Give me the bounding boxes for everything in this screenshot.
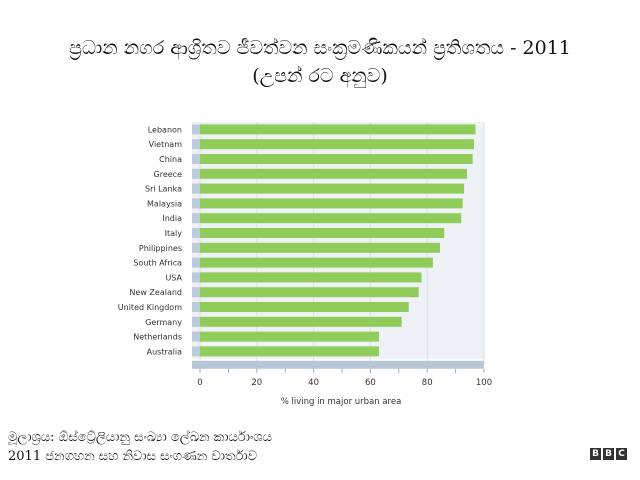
bar-stub (192, 257, 200, 268)
bar-stub (192, 287, 200, 298)
bar-stub (192, 213, 200, 224)
bar-stub (192, 168, 200, 179)
category-label: Sri Lanka (145, 185, 182, 194)
category-label: India (162, 214, 182, 223)
bar-stub (192, 139, 200, 150)
x-tick-label: 80 (422, 378, 433, 388)
bar (200, 302, 409, 312)
bar-stub (192, 331, 200, 342)
category-label: Malaysia (147, 199, 182, 208)
chart-title-main: ප්‍රධාන නගර ආශ්‍රිතව ජීවත්වන සංක්‍රමණිකය… (69, 37, 571, 59)
bar (200, 183, 465, 194)
bar (200, 242, 440, 253)
bbc-logo-letter-2: B (603, 448, 614, 460)
x-tick-label: 20 (251, 378, 262, 388)
bar (200, 124, 476, 135)
category-label: Netherlands (133, 333, 182, 342)
bar (200, 154, 473, 164)
category-label: United Kingdom (118, 303, 182, 312)
bar-stub (192, 346, 200, 357)
category-label: Greece (154, 170, 183, 179)
bar-stub (192, 228, 200, 238)
category-label: Australia (147, 347, 182, 356)
x-tick-label: 60 (365, 378, 376, 388)
bar (200, 198, 463, 209)
bars: Lebanon Vietnam China Greece Sri Lanka Malays… (118, 124, 476, 357)
bar (200, 287, 419, 298)
x-tick-label: 40 (308, 378, 319, 388)
bar (200, 316, 402, 327)
x-tick-label: 100 (476, 378, 492, 388)
bar (200, 346, 379, 357)
source-line-1: මූලාශ්‍රය: ඕස්ට්‍රේලියානු සංඛ්‍යා ලේඛන ක… (8, 430, 272, 445)
bbc-logo-letter-1: B (590, 448, 601, 460)
category-label: Vietnam (149, 140, 183, 149)
bar-stub (192, 316, 200, 327)
bar-stub (192, 198, 200, 209)
bar (200, 272, 422, 283)
category-label: China (159, 155, 182, 164)
chart-title: ප්‍රධාන නගර ආශ්‍රිතව ජීවත්වන සංක්‍රමණිකය… (0, 34, 640, 90)
chart-subtitle: (උපන් රට අනුව) (252, 65, 388, 87)
bar (200, 213, 462, 224)
category-label: Italy (165, 229, 183, 238)
source-footer: මූලාශ්‍රය: ඕස්ට්‍රේලියානු සංඛ්‍යා ලේඛන ක… (8, 428, 272, 466)
bar (200, 168, 467, 179)
x-axis: 0 20 40 60 80 100 (192, 360, 492, 388)
bbc-logo-letter-3: C (616, 448, 627, 460)
bbc-logo: B B C (590, 448, 627, 460)
x-axis-label: % living in major urban area (281, 397, 402, 407)
bar (200, 257, 433, 268)
category-label: USA (165, 273, 182, 282)
bar (200, 331, 379, 342)
bar-stub (192, 302, 200, 312)
bar-chart: Lebanon Vietnam China Greece Sri Lanka Malays… (118, 122, 492, 407)
category-label: Philippines (139, 244, 182, 253)
x-axis-band (192, 360, 484, 369)
bar-stub (192, 124, 200, 135)
category-label: New Zealand (129, 288, 182, 297)
bar-stub (192, 242, 200, 253)
bar (200, 228, 445, 238)
bar-stub (192, 154, 200, 164)
source-line-2: 2011 ජනගහන සහ නිවාස සංගණන වාර්තාව (8, 449, 258, 464)
bar (200, 139, 475, 150)
x-tick-label: 0 (197, 378, 202, 388)
category-label: Germany (145, 318, 182, 327)
category-label: South Africa (133, 259, 182, 268)
bar-stub (192, 183, 200, 194)
bar-stub (192, 272, 200, 283)
category-label: Lebanon (148, 125, 182, 134)
